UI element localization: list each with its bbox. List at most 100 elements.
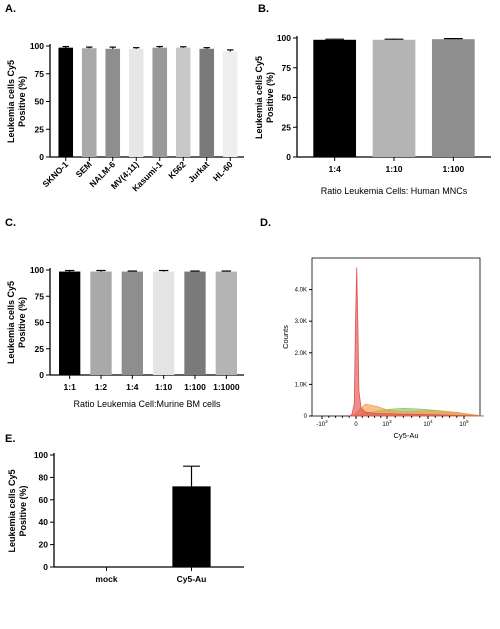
y-tick-label: 50: [35, 97, 45, 107]
x-tick-label: Jurkat: [186, 159, 211, 184]
y-tick-label: 50: [282, 93, 292, 103]
plot-frame: [311, 257, 481, 417]
x-tick-base: 10: [382, 422, 389, 428]
y-tick-label: 0: [43, 562, 48, 572]
x-tick-exponent: 5: [466, 419, 469, 424]
y-tick-label: 60: [39, 495, 49, 505]
bar: [90, 271, 112, 375]
x-tick-label: 105: [459, 419, 469, 428]
y-tick-label: 25: [282, 122, 292, 132]
panel-label-c: C.: [5, 217, 16, 229]
y-tick-label: 50: [35, 318, 45, 328]
chart-b: 0 25 50 75 100 Leukemia cells Cy5Positive (%)…: [254, 33, 491, 196]
x-tick-label: 1:2: [95, 382, 108, 392]
x-axis-title: Cy5-Au: [393, 431, 418, 440]
x-tick-label: 1:1: [64, 382, 77, 392]
x-tick-base: 0: [354, 422, 358, 428]
panel-label-d: D.: [260, 217, 271, 229]
x-tick-label: 103: [382, 419, 392, 428]
x-tick-base: 10: [459, 422, 466, 428]
bar: [175, 47, 191, 157]
y-tick-label: 0: [286, 152, 291, 162]
x-tick-label: -103: [316, 419, 328, 428]
y-tick-label: 25: [35, 124, 45, 134]
x-tick-label: 1:1000: [213, 382, 240, 392]
y-tick-label: 100: [277, 33, 291, 43]
x-tick-label: 1:100: [442, 164, 464, 174]
y-tick-label: 1.0K: [295, 382, 307, 388]
y-axis-label: Leukemia cells Cy5Positive (%): [7, 469, 28, 552]
x-tick-base: -10: [316, 422, 325, 428]
panel-label-a: A.: [5, 3, 16, 15]
y-tick-label: 0: [39, 152, 44, 162]
x-axis-title: Ratio Leukemia Cell:Murine BM cells: [73, 399, 221, 409]
y-tick-label: 20: [39, 540, 49, 550]
y-tick-label: 75: [35, 69, 45, 79]
bar: [58, 47, 74, 157]
x-tick-label: 1:100: [184, 382, 206, 392]
x-tick-label: SEM: [74, 159, 94, 179]
y-tick-label: 2.0K: [295, 351, 307, 357]
x-tick-label: 104: [423, 419, 433, 428]
bar: [431, 39, 475, 157]
bar: [313, 39, 357, 157]
panel-label-e: E.: [5, 433, 15, 445]
y-axis-label: Leukemia cells Cy5Positive (%): [6, 281, 27, 364]
bar: [199, 48, 215, 157]
bar: [152, 47, 168, 157]
x-tick-exponent: 4: [430, 419, 433, 424]
y-axis-label: Leukemia cells Cy5Positive (%): [254, 56, 275, 139]
x-tick-label: 1:4: [126, 382, 139, 392]
y-tick-label: 100: [34, 450, 48, 460]
y-axis-label: Leukemia cells Cy5Positive (%): [6, 60, 27, 143]
y-axis-label-line2: Positive (%): [18, 485, 28, 536]
bar: [121, 271, 143, 375]
x-tick-label: mock: [95, 574, 117, 584]
x-tick-label: 0: [354, 422, 358, 428]
y-tick-label: 0: [39, 370, 44, 380]
bar: [128, 48, 144, 157]
panel-label-b: B.: [258, 3, 269, 15]
y-tick-label: 40: [39, 517, 49, 527]
histogram-area: [348, 267, 484, 417]
y-axis-label-line2: Positive (%): [265, 72, 275, 123]
y-axis-label-line1: Leukemia cells Cy5: [254, 56, 264, 139]
y-axis-label-line1: Leukemia cells Cy5: [6, 60, 16, 143]
bar: [222, 51, 238, 157]
bar: [215, 271, 237, 375]
x-tick-label: 1:4: [329, 164, 342, 174]
x-tick-exponent: 3: [325, 419, 328, 424]
bar: [105, 48, 121, 157]
x-tick-exponent: 3: [389, 419, 392, 424]
chart-e: 0 20 40 60 80 100 Leukemia cells Cy5Positive (…: [7, 450, 244, 584]
x-tick-label: 1:10: [155, 382, 172, 392]
x-tick-label: HL-60: [211, 159, 235, 183]
y-tick-label: 0: [304, 414, 308, 420]
x-tick-label: K562: [166, 159, 188, 181]
y-axis-label-line1: Leukemia cells Cy5: [7, 469, 17, 552]
y-tick-label: 25: [35, 344, 45, 354]
x-tick-base: 10: [423, 422, 430, 428]
y-axis-label-line2: Positive (%): [17, 297, 27, 348]
y-tick-label: 100: [30, 41, 44, 51]
y-axis-label-line2: Positive (%): [17, 76, 27, 127]
x-axis-title: Ratio Leukemia Cells: Human MNCs: [321, 186, 468, 196]
y-tick-label: 75: [35, 291, 45, 301]
bar: [59, 271, 81, 375]
bar: [172, 486, 211, 567]
y-axis-label-line1: Leukemia cells Cy5: [6, 281, 16, 364]
x-tick-label: SKNO-1: [40, 159, 70, 189]
y-tick-label: 4.0K: [295, 288, 307, 294]
bar: [153, 271, 175, 375]
x-tick-label: Cy5-Au: [177, 574, 207, 584]
bar: [372, 39, 416, 157]
y-tick-label: 3.0K: [295, 319, 307, 325]
y-tick-label: 80: [39, 472, 49, 482]
bar: [81, 48, 97, 157]
y-tick-label: 100: [30, 265, 44, 275]
y-axis-title: Counts: [281, 325, 290, 349]
